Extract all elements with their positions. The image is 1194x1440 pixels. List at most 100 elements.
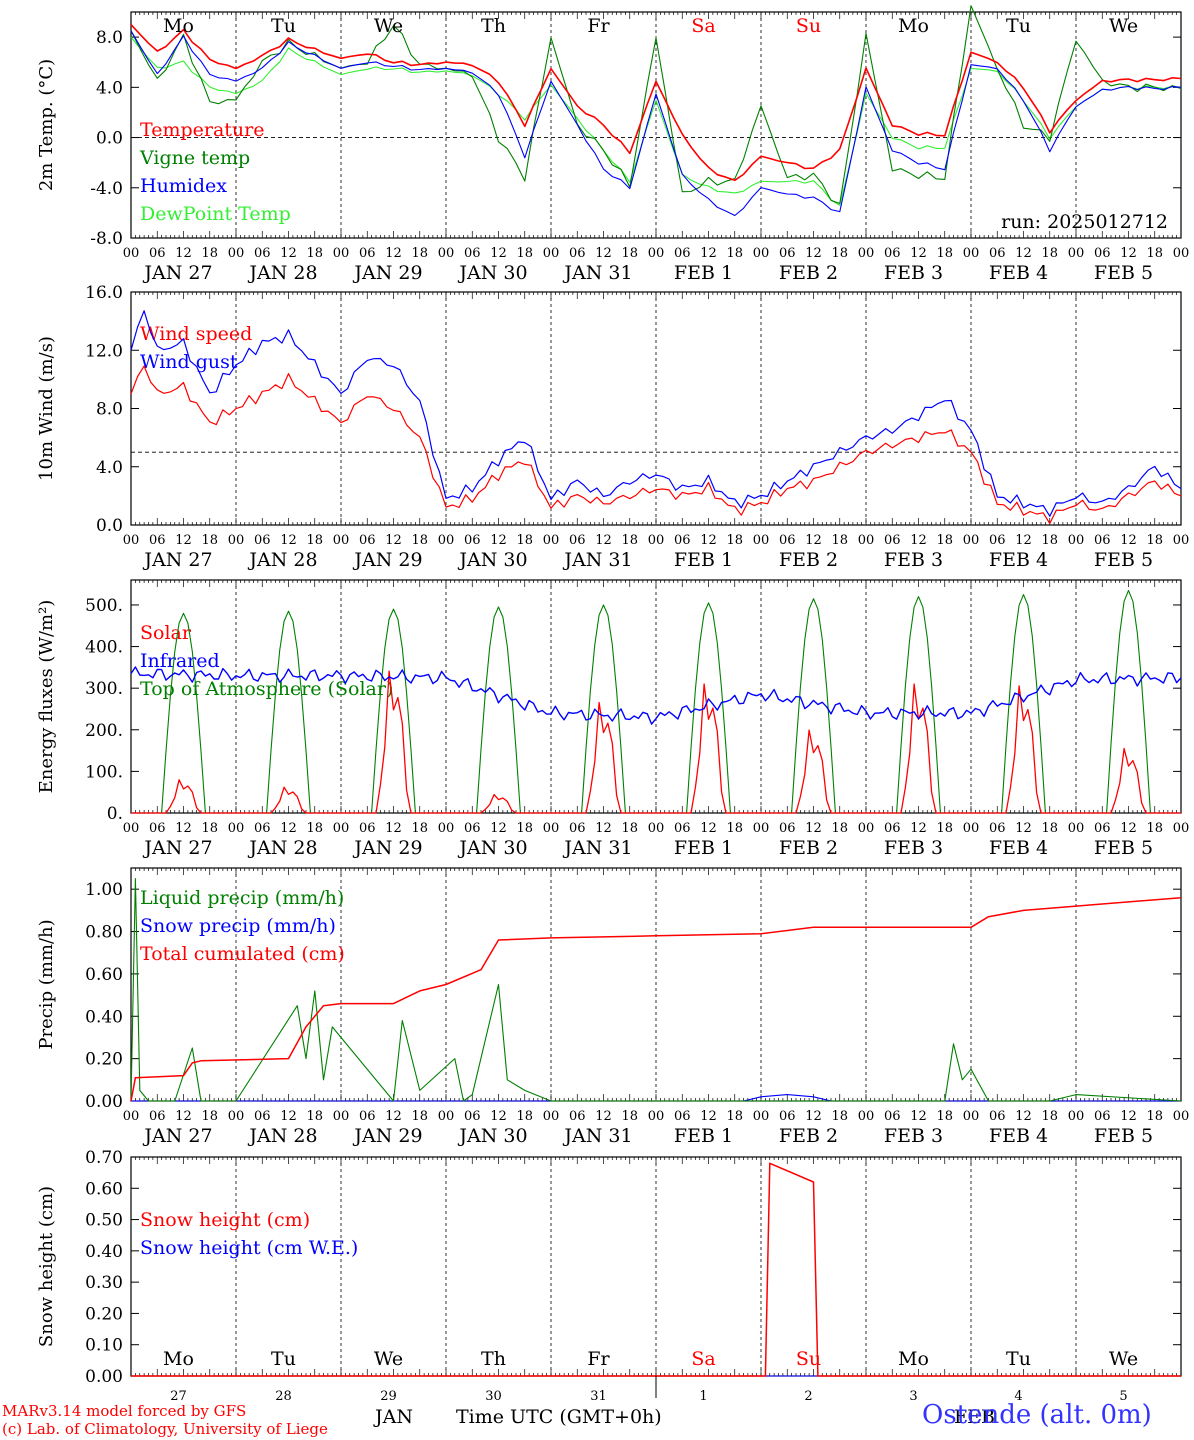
series-wind-gust — [130, 310, 1182, 517]
hour-tick-label: 12 — [1120, 533, 1137, 548]
hour-tick-label: 00 — [333, 533, 350, 548]
weekday-label-bottom: Mo — [163, 1348, 194, 1370]
hour-tick-label: 18 — [1146, 246, 1163, 261]
hour-tick-label: 12 — [700, 246, 717, 261]
hour-tick-label: 06 — [254, 1109, 271, 1124]
hour-tick-label: 00 — [228, 1109, 245, 1124]
hour-tick-label: 00 — [438, 533, 455, 548]
month-jan-label: JAN — [375, 1406, 413, 1428]
series-snow-height — [131, 1162, 1181, 1377]
y-tick-label: 12.0 — [85, 341, 123, 361]
hour-tick-label: 00 — [963, 1109, 980, 1124]
hour-tick-label: 06 — [464, 533, 481, 548]
hour-tick-label: 18 — [621, 246, 638, 261]
y-tick-label: 0.30 — [85, 1273, 123, 1293]
hour-tick-label: 12 — [910, 1109, 927, 1124]
legend-item: Snow height (cm) — [140, 1209, 310, 1231]
y-tick-label: 1.00 — [85, 880, 123, 900]
hour-tick-label: 12 — [1015, 246, 1032, 261]
y-tick-label: 4.0 — [96, 458, 123, 478]
hour-tick-label: 18 — [1041, 533, 1058, 548]
series-temperature — [130, 24, 1182, 182]
hour-tick-label: 18 — [1041, 1109, 1058, 1124]
hour-tick-label: 00 — [123, 533, 140, 548]
hour-tick-label: 18 — [621, 821, 638, 836]
hour-tick-label: 00 — [858, 246, 875, 261]
y-tick-label: 500. — [85, 596, 123, 616]
hour-tick-label: 12 — [805, 533, 822, 548]
date-label: JAN 27 — [142, 837, 212, 859]
hour-tick-label: 00 — [753, 246, 770, 261]
hour-tick-label: 06 — [779, 821, 796, 836]
day-number-label: 29 — [380, 1389, 397, 1404]
hour-tick-label: 00 — [438, 1109, 455, 1124]
hour-tick-label: 18 — [1146, 821, 1163, 836]
time-axis-label: Time UTC (GMT+0h) — [456, 1406, 662, 1428]
hour-tick-label: 00 — [753, 533, 770, 548]
hour-tick-label: 18 — [936, 533, 953, 548]
hour-tick-label: 18 — [621, 1109, 638, 1124]
date-label: FEB 5 — [1094, 1125, 1153, 1147]
station-label: Ostende (alt. 0m) — [922, 1400, 1152, 1430]
series-infrared — [130, 666, 1182, 725]
credit-line-2: (c) Lab. of Climatology, University of L… — [2, 1420, 328, 1438]
date-label: FEB 2 — [779, 837, 838, 859]
legend-item: Humidex — [140, 175, 227, 197]
date-label: JAN 28 — [247, 262, 317, 284]
date-label: FEB 2 — [779, 1125, 838, 1147]
y-tick-label: 0.60 — [85, 1179, 123, 1199]
y-axis-label: Snow height (cm) — [36, 1186, 57, 1347]
hour-tick-label: 00 — [228, 821, 245, 836]
legend-item: Snow height (cm W.E.) — [140, 1237, 358, 1259]
hour-tick-label: 06 — [989, 1109, 1006, 1124]
hour-tick-label: 00 — [963, 533, 980, 548]
date-label: JAN 31 — [562, 549, 632, 571]
y-tick-label: 0.40 — [85, 1242, 123, 1262]
hour-tick-label: 00 — [1068, 246, 1085, 261]
hour-tick-label: 06 — [674, 533, 691, 548]
y-tick-label: 0.00 — [85, 1092, 123, 1112]
date-label: JAN 30 — [457, 1125, 527, 1147]
y-tick-label: -4.0 — [90, 179, 123, 199]
day-number-label: 1 — [699, 1389, 707, 1404]
y-tick-label: 0. — [107, 804, 123, 824]
hour-tick-label: 18 — [936, 246, 953, 261]
hour-tick-label: 06 — [254, 533, 271, 548]
y-axis-label: 2m Temp. (°C) — [36, 59, 57, 191]
legend-item: Wind speed — [140, 323, 252, 345]
date-label: JAN 28 — [247, 1125, 317, 1147]
hour-tick-label: 00 — [333, 1109, 350, 1124]
hour-tick-label: 12 — [595, 533, 612, 548]
hour-tick-label: 18 — [1041, 246, 1058, 261]
hour-tick-label: 00 — [438, 246, 455, 261]
date-label: JAN 30 — [457, 549, 527, 571]
legend-item: Total cumulated (cm) — [140, 943, 345, 965]
weekday-label-bottom: Fr — [587, 1348, 610, 1370]
legend-item: Solar — [140, 622, 192, 644]
legend-item: Snow precip (mm/h) — [140, 915, 336, 937]
hour-tick-label: 00 — [648, 821, 665, 836]
day-number-label: 30 — [485, 1389, 502, 1404]
hour-tick-label: 06 — [569, 821, 586, 836]
hour-tick-label: 12 — [385, 246, 402, 261]
date-label: FEB 5 — [1094, 549, 1153, 571]
hour-tick-label: 00 — [333, 246, 350, 261]
hour-tick-label: 06 — [1094, 246, 1111, 261]
y-tick-label: 300. — [85, 679, 123, 699]
series-total-cumulated — [130, 896, 1182, 1102]
hour-tick-label: 12 — [175, 533, 192, 548]
weekday-label: We — [1109, 15, 1138, 37]
hour-tick-label: 00 — [1173, 1109, 1190, 1124]
hour-tick-label: 12 — [910, 246, 927, 261]
date-label: FEB 1 — [674, 837, 733, 859]
hour-tick-label: 06 — [359, 533, 376, 548]
run-label: run: 2025012712 — [1001, 211, 1168, 233]
y-tick-label: 0.70 — [85, 1148, 123, 1168]
date-label: FEB 3 — [884, 837, 943, 859]
date-label: FEB 2 — [779, 262, 838, 284]
series-solar — [131, 670, 1181, 814]
legend-item: Wind gust — [140, 351, 238, 373]
hour-tick-label: 12 — [1120, 821, 1137, 836]
weekday-label-bottom: We — [1109, 1348, 1138, 1370]
hour-tick-label: 06 — [569, 1109, 586, 1124]
